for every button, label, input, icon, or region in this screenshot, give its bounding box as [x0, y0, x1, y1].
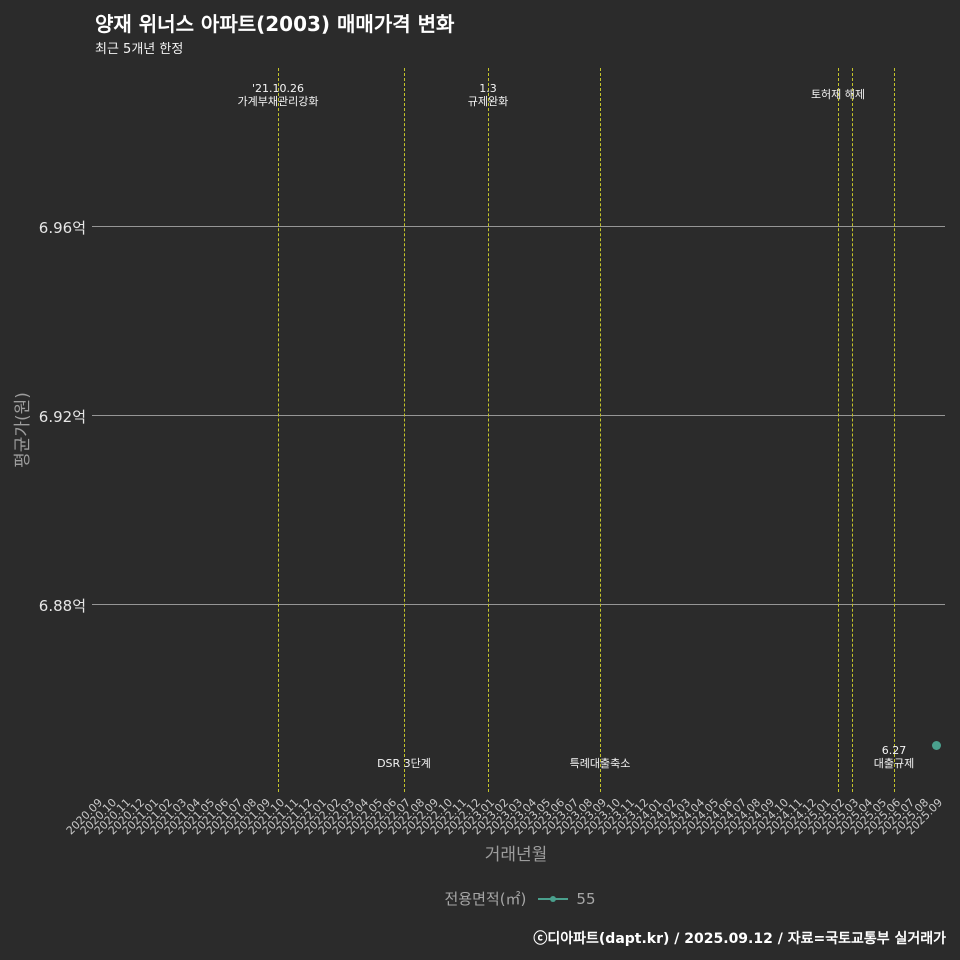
event-line	[600, 68, 601, 792]
gridline	[92, 603, 945, 605]
event-annotation: 토허제 해제	[810, 88, 866, 101]
event-annotation: DSR 3단계	[377, 757, 431, 770]
x-axis-title: 거래년월	[484, 845, 548, 865]
event-annotation: 6.27 대출규제	[873, 744, 915, 770]
y-tick-label: 6.88억	[38, 596, 86, 615]
event-line	[852, 68, 853, 792]
gridline	[92, 225, 945, 227]
chart-title: 양재 위너스 아파트(2003) 매매가격 변화	[95, 12, 455, 36]
event-line	[278, 68, 279, 792]
y-tick-label: 6.96억	[38, 218, 86, 237]
event-line	[894, 68, 895, 792]
legend: 전용면적(㎡) 55	[40, 888, 960, 909]
event-annotation: '21.10.26 가계부채관리강화	[237, 82, 319, 108]
series-marker-icon	[538, 894, 569, 904]
legend-item-label: 55	[576, 889, 596, 908]
legend-item-55[interactable]: 55	[538, 889, 596, 908]
copyright-source-text: ⓒ디아파트(dapt.kr) / 2025.09.12 / 자료=국토교통부 실…	[533, 931, 946, 947]
legend-title: 전용면적(㎡)	[444, 890, 527, 908]
data-point[interactable]	[931, 741, 941, 751]
y-tick-label: 6.92억	[38, 407, 86, 426]
event-annotation: 1.3 규제완화	[467, 82, 509, 108]
y-axis-title: 평균가(원)	[13, 392, 33, 468]
event-line	[488, 68, 489, 792]
chart-subtitle: 최근 5개년 한정	[95, 42, 184, 57]
event-line	[838, 68, 839, 792]
event-annotation: 특례대출축소	[569, 757, 631, 770]
gridline	[92, 414, 945, 416]
event-line	[404, 68, 405, 792]
